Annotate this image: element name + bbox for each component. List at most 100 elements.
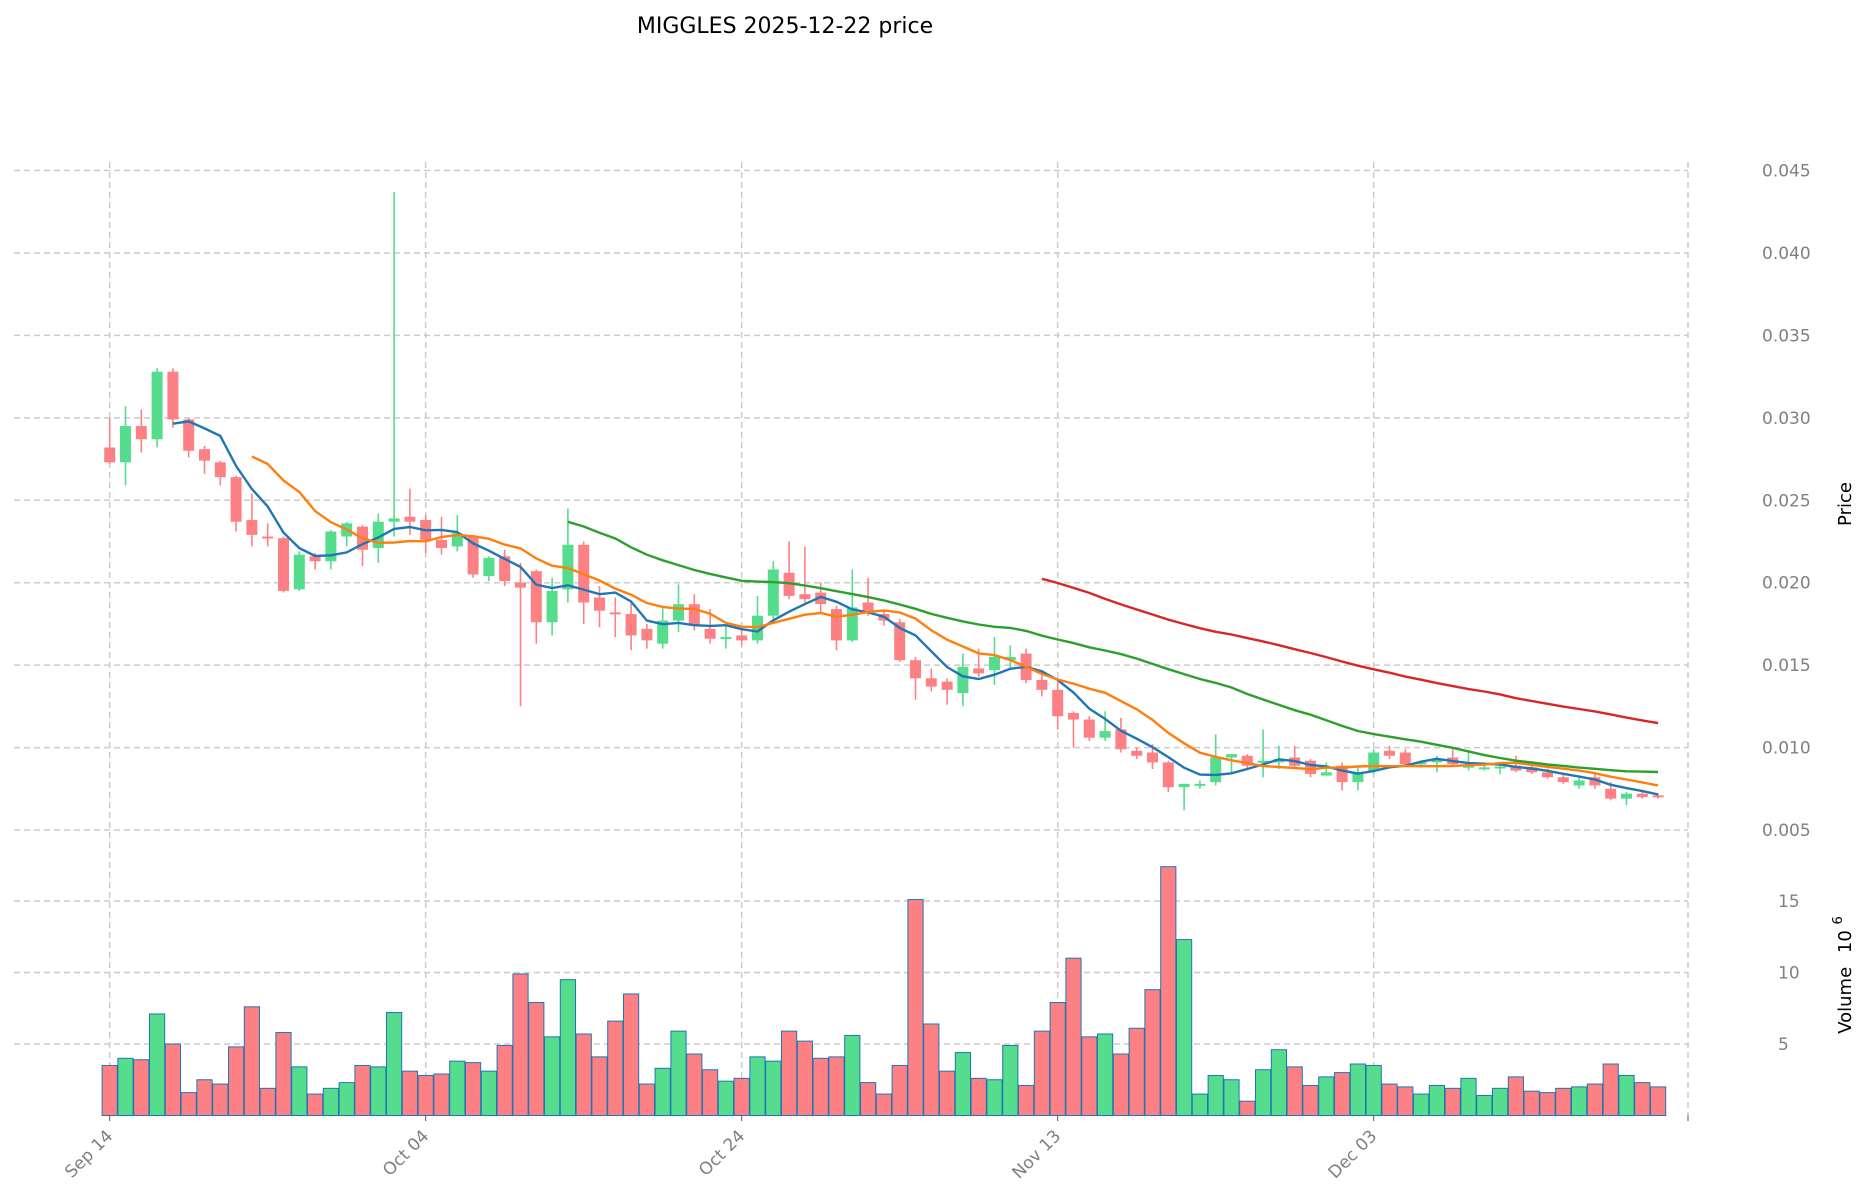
volume-bar bbox=[749, 1056, 766, 1116]
price-tick-label: 0.030 bbox=[1762, 409, 1811, 429]
candle-body bbox=[1431, 759, 1443, 763]
volume-bar bbox=[1065, 957, 1082, 1117]
volume-bar bbox=[828, 1056, 845, 1116]
volume-bar bbox=[1555, 1087, 1572, 1116]
candle-body bbox=[278, 538, 289, 591]
volume-bar bbox=[417, 1074, 434, 1116]
volume-bar bbox=[1571, 1086, 1588, 1117]
moving-average-line-10 bbox=[251, 455, 1659, 787]
moving-average-line-30 bbox=[567, 520, 1659, 774]
volume-bar bbox=[322, 1087, 339, 1116]
candle-body bbox=[925, 678, 937, 687]
volume-bar bbox=[496, 1044, 513, 1117]
volume-bar bbox=[544, 1036, 561, 1116]
candle-body bbox=[1052, 689, 1064, 717]
candle-body bbox=[1178, 783, 1190, 788]
candle-body bbox=[1036, 679, 1048, 690]
price-tick-label: 0.015 bbox=[1762, 656, 1811, 676]
volume-tick-label: 5 bbox=[1778, 1035, 1789, 1055]
candle-body bbox=[1147, 752, 1158, 763]
candle-body bbox=[167, 371, 179, 420]
volume-bar bbox=[638, 1083, 655, 1117]
candle-body bbox=[657, 620, 669, 644]
volume-bar bbox=[1428, 1084, 1446, 1116]
volume-bar bbox=[528, 1002, 545, 1117]
volume-bar bbox=[575, 1033, 592, 1116]
volume-bar bbox=[1270, 1049, 1288, 1116]
candle-body bbox=[720, 637, 732, 640]
candle-body bbox=[641, 628, 653, 641]
candle-body bbox=[815, 592, 827, 605]
volume-bar bbox=[259, 1087, 276, 1116]
candle-body bbox=[436, 539, 447, 549]
candle-body bbox=[1384, 750, 1395, 756]
candle-body bbox=[1004, 656, 1016, 661]
candle-body bbox=[1194, 783, 1206, 786]
candle-body bbox=[1399, 752, 1411, 765]
candle-body bbox=[1526, 767, 1538, 773]
date-tick-label: Oct 04 bbox=[379, 1126, 433, 1180]
candle-body bbox=[941, 681, 953, 690]
candle-body bbox=[293, 554, 305, 590]
volume-bar bbox=[1160, 866, 1177, 1116]
candle-body bbox=[404, 516, 416, 522]
volume-bar bbox=[844, 1034, 861, 1117]
volume-bar bbox=[1523, 1090, 1540, 1116]
volume-bar bbox=[765, 1060, 782, 1117]
candle-body bbox=[1636, 793, 1648, 798]
volume-bar bbox=[401, 1070, 418, 1117]
volume-bar bbox=[954, 1052, 971, 1116]
volume-bar bbox=[1191, 1093, 1209, 1117]
volume-bar bbox=[480, 1070, 497, 1117]
candle-body bbox=[736, 635, 748, 641]
candle-body bbox=[1652, 795, 1664, 798]
volume-bar bbox=[1397, 1086, 1414, 1117]
volume-bar bbox=[1144, 989, 1161, 1116]
candle-body bbox=[1320, 772, 1332, 776]
volume-bar bbox=[1128, 1027, 1145, 1117]
volume-bar bbox=[275, 1032, 292, 1117]
volume-bar bbox=[781, 1030, 798, 1117]
candle-body bbox=[1305, 760, 1316, 774]
candle-body bbox=[1115, 729, 1127, 750]
volume-bar bbox=[860, 1082, 877, 1116]
candle-body bbox=[594, 597, 605, 611]
candle-body bbox=[451, 533, 463, 547]
volume-bar bbox=[1002, 1044, 1019, 1117]
volume-bar bbox=[733, 1077, 750, 1116]
candle-body bbox=[499, 556, 511, 582]
chart-title: MIGGLES 2025-12-22 price bbox=[637, 14, 933, 39]
svg-text:Volume 10 6: Volume 10 6 bbox=[1831, 916, 1856, 1034]
moving-average-line-5 bbox=[172, 420, 1659, 796]
candle-body bbox=[515, 582, 526, 588]
price-axis-label: Price bbox=[1835, 482, 1856, 526]
volume-bar bbox=[180, 1092, 197, 1116]
candle-body bbox=[1273, 759, 1285, 763]
date-tick-label: Nov 13 bbox=[1009, 1126, 1066, 1183]
volume-bar bbox=[1112, 1053, 1130, 1117]
volume-bar bbox=[386, 1012, 403, 1116]
volume-bar bbox=[670, 1030, 687, 1117]
volume-bar bbox=[654, 1067, 671, 1117]
candle-body bbox=[989, 656, 1000, 671]
price-tick-label: 0.035 bbox=[1762, 326, 1811, 346]
candles bbox=[104, 191, 1664, 811]
candle-body bbox=[1131, 750, 1143, 756]
candle-body bbox=[688, 604, 700, 626]
candle-body bbox=[1557, 777, 1569, 783]
moving-averages bbox=[172, 420, 1659, 796]
volume-bar bbox=[907, 899, 924, 1116]
candle-body bbox=[1226, 754, 1237, 758]
volume-bar bbox=[939, 1070, 956, 1117]
candle-body bbox=[1478, 767, 1490, 770]
volume-bar bbox=[591, 1056, 608, 1116]
candle-body bbox=[1162, 762, 1174, 788]
volume-bar bbox=[1460, 1077, 1477, 1116]
volume-bar bbox=[1365, 1064, 1382, 1116]
candle-body bbox=[372, 521, 384, 549]
candle-body bbox=[199, 449, 210, 461]
volume-bar bbox=[1176, 939, 1193, 1116]
candle-body bbox=[120, 426, 131, 463]
candle-body bbox=[230, 477, 242, 522]
